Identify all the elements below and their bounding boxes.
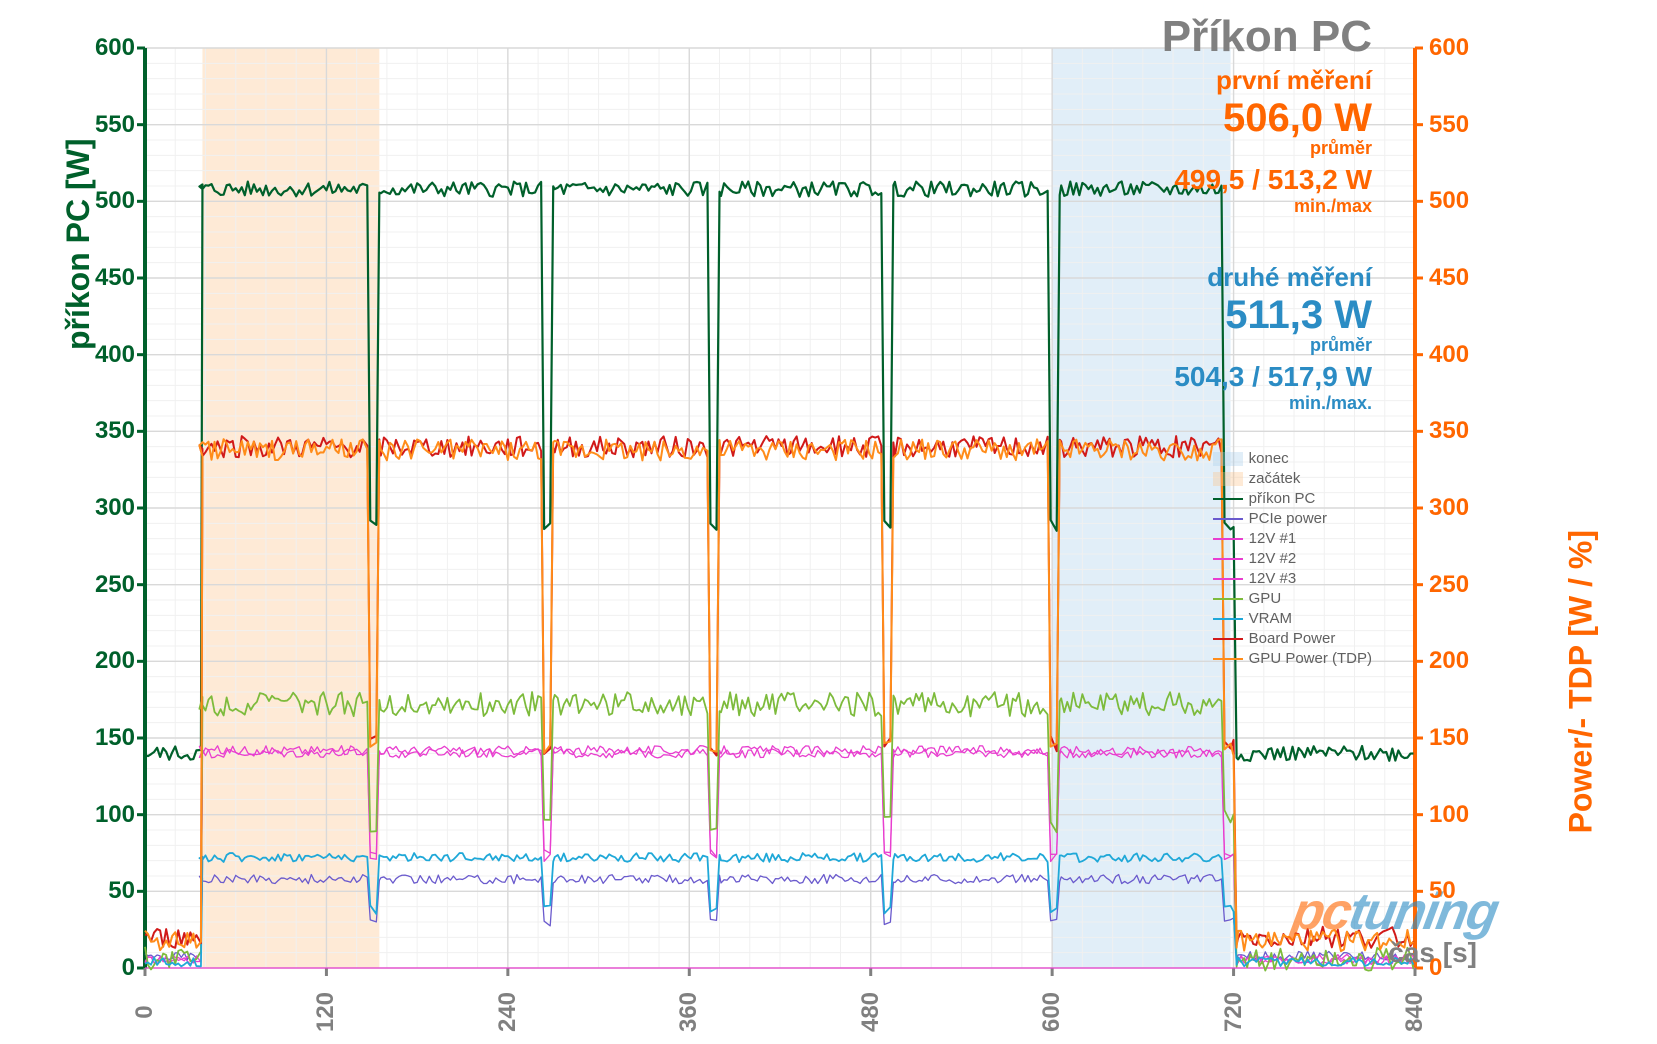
y-right-tick-label: 600 — [1429, 34, 1484, 62]
legend-label: GPU — [1249, 590, 1282, 607]
legend-item: PCIe power — [1213, 510, 1372, 527]
measurement-first-label: první měření — [1174, 65, 1372, 96]
legend-swatch — [1213, 498, 1243, 500]
legend-swatch — [1213, 452, 1243, 466]
legend-swatch — [1213, 638, 1243, 640]
measurement-second-range: 504,3 / 517,9 W — [1174, 362, 1372, 393]
measurement-first: první měření 506,0 W průměr 499,5 / 513,… — [1174, 65, 1372, 223]
measurement-first-avg: 506,0 W — [1174, 98, 1372, 138]
x-tick-label: 720 — [1220, 982, 1248, 1042]
y-right-tick-label: 50 — [1429, 877, 1484, 905]
x-tick-label: 120 — [312, 982, 340, 1042]
legend-swatch — [1213, 618, 1243, 620]
measurement-second-range-sub: min./max. — [1174, 393, 1372, 414]
y-left-tick-label: 350 — [80, 417, 135, 445]
y-left-tick-label: 500 — [80, 187, 135, 215]
y-right-tick-label: 500 — [1429, 187, 1484, 215]
measurement-second: druhé měření 511,3 W průměr 504,3 / 517,… — [1174, 262, 1372, 420]
legend-item: GPU Power (TDP) — [1213, 650, 1372, 667]
x-tick-label: 480 — [857, 982, 885, 1042]
legend-label: PCIe power — [1249, 510, 1327, 527]
y-right-tick-label: 550 — [1429, 111, 1484, 139]
y-right-tick-label: 100 — [1429, 801, 1484, 829]
legend-label: 12V #1 — [1249, 530, 1297, 547]
x-tick-label: 840 — [1401, 982, 1429, 1042]
y-right-tick-label: 150 — [1429, 724, 1484, 752]
legend-item: začátek — [1213, 470, 1372, 487]
x-tick-label: 600 — [1038, 982, 1066, 1042]
legend-label: GPU Power (TDP) — [1249, 650, 1372, 667]
y-left-tick-label: 550 — [80, 111, 135, 139]
legend-item: Board Power — [1213, 630, 1372, 647]
y-left-tick-label: 600 — [80, 34, 135, 62]
legend-label: konec — [1249, 450, 1289, 467]
y-left-tick-label: 150 — [80, 724, 135, 752]
y-left-tick-label: 250 — [80, 571, 135, 599]
measurement-first-range-sub: min./max — [1174, 196, 1372, 217]
legend-label: 12V #2 — [1249, 550, 1297, 567]
legend-label: příkon PC — [1249, 490, 1316, 507]
legend-label: Board Power — [1249, 630, 1336, 647]
y-left-tick-label: 450 — [80, 264, 135, 292]
x-tick-label: 240 — [494, 982, 522, 1042]
legend-swatch — [1213, 538, 1243, 540]
y-left-tick-label: 300 — [80, 494, 135, 522]
y-right-axis-label: Power/- TDP [W / %] — [1562, 530, 1599, 833]
y-left-tick-label: 50 — [80, 877, 135, 905]
legend-item: konec — [1213, 450, 1372, 467]
chart-container — [20, 20, 1637, 1024]
legend-item: 12V #3 — [1213, 570, 1372, 587]
y-left-tick-label: 100 — [80, 801, 135, 829]
legend-swatch — [1213, 472, 1243, 486]
legend: konec začátek příkon PC PCIe power 12V #1 12V… — [1213, 450, 1372, 670]
legend-item: GPU — [1213, 590, 1372, 607]
x-tick-label: 360 — [675, 982, 703, 1042]
chart-svg — [20, 20, 1637, 1024]
x-tick-label: 0 — [131, 982, 159, 1042]
legend-swatch — [1213, 518, 1243, 520]
y-left-tick-label: 200 — [80, 647, 135, 675]
legend-item: 12V #1 — [1213, 530, 1372, 547]
y-right-tick-label: 300 — [1429, 494, 1484, 522]
y-right-tick-label: 0 — [1429, 954, 1484, 982]
y-right-tick-label: 250 — [1429, 571, 1484, 599]
legend-item: VRAM — [1213, 610, 1372, 627]
y-right-tick-label: 200 — [1429, 647, 1484, 675]
legend-swatch — [1213, 658, 1243, 660]
measurement-second-avg: 511,3 W — [1174, 295, 1372, 335]
measurement-second-avg-sub: průměr — [1174, 335, 1372, 356]
y-left-tick-label: 400 — [80, 341, 135, 369]
y-left-axis-label: příkon PC [W] — [60, 138, 97, 350]
measurement-second-label: druhé měření — [1174, 262, 1372, 293]
y-right-tick-label: 350 — [1429, 417, 1484, 445]
y-right-tick-label: 450 — [1429, 264, 1484, 292]
legend-swatch — [1213, 558, 1243, 560]
legend-item: příkon PC — [1213, 490, 1372, 507]
legend-label: 12V #3 — [1249, 570, 1297, 587]
measurement-first-avg-sub: průměr — [1174, 138, 1372, 159]
legend-label: začátek — [1249, 470, 1301, 487]
y-left-tick-label: 0 — [80, 954, 135, 982]
legend-label: VRAM — [1249, 610, 1292, 627]
legend-swatch — [1213, 598, 1243, 600]
measurement-first-range: 499,5 / 513,2 W — [1174, 165, 1372, 196]
chart-title: Příkon PC — [1162, 12, 1372, 62]
y-right-tick-label: 400 — [1429, 341, 1484, 369]
legend-swatch — [1213, 578, 1243, 580]
legend-item: 12V #2 — [1213, 550, 1372, 567]
